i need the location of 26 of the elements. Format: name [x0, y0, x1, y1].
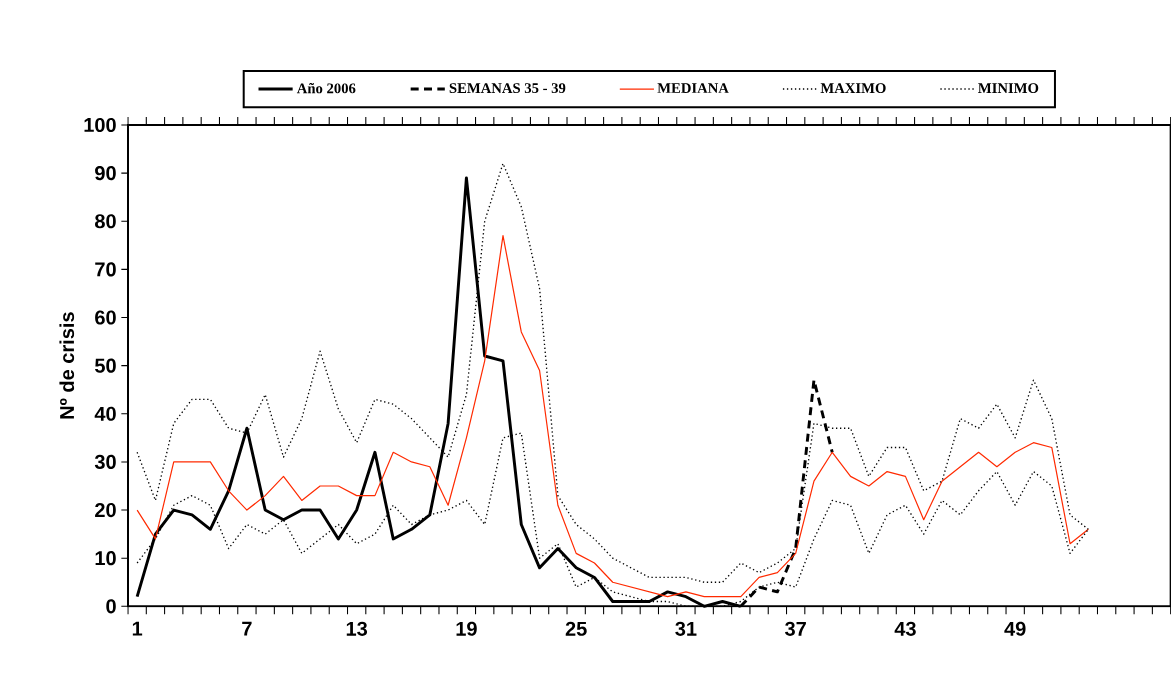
y-tick-label: 30 [94, 454, 116, 470]
x-tick-label: 31 [675, 621, 697, 636]
x-tick-label: 19 [456, 621, 477, 636]
legend-label: MAXIMO [820, 83, 886, 94]
x-tick-label: 37 [785, 621, 806, 636]
y-tick-label: 60 [95, 310, 116, 325]
legend-label: MEDIANA [657, 83, 729, 93]
legend-label: Año 2006 [296, 82, 356, 94]
x-tick-label: 7 [242, 621, 252, 636]
y-tick-label: 40 [94, 406, 116, 421]
x-tick-label: 13 [346, 621, 368, 636]
y-axis-title: Nº de crisis [59, 312, 75, 419]
y-tick-label: 0 [106, 599, 116, 614]
y-tick-label: 70 [95, 262, 116, 277]
y-tick-label: 10 [95, 551, 116, 566]
y-tick-label: 90 [95, 166, 116, 181]
y-tick-label: 50 [94, 358, 116, 373]
x-tick-label: 25 [565, 621, 587, 636]
x-tick-label: 49 [1004, 621, 1026, 636]
y-tick-label: 80 [95, 214, 116, 229]
x-tick-label: 43 [894, 621, 916, 636]
legend-label: SEMANAS 35 - 39 [449, 83, 566, 94]
y-tick-label: 20 [95, 502, 116, 518]
y-tick-label: 100 [84, 117, 116, 133]
x-tick-label: 1 [132, 621, 143, 636]
legend-label: MINIMO [978, 83, 1039, 94]
